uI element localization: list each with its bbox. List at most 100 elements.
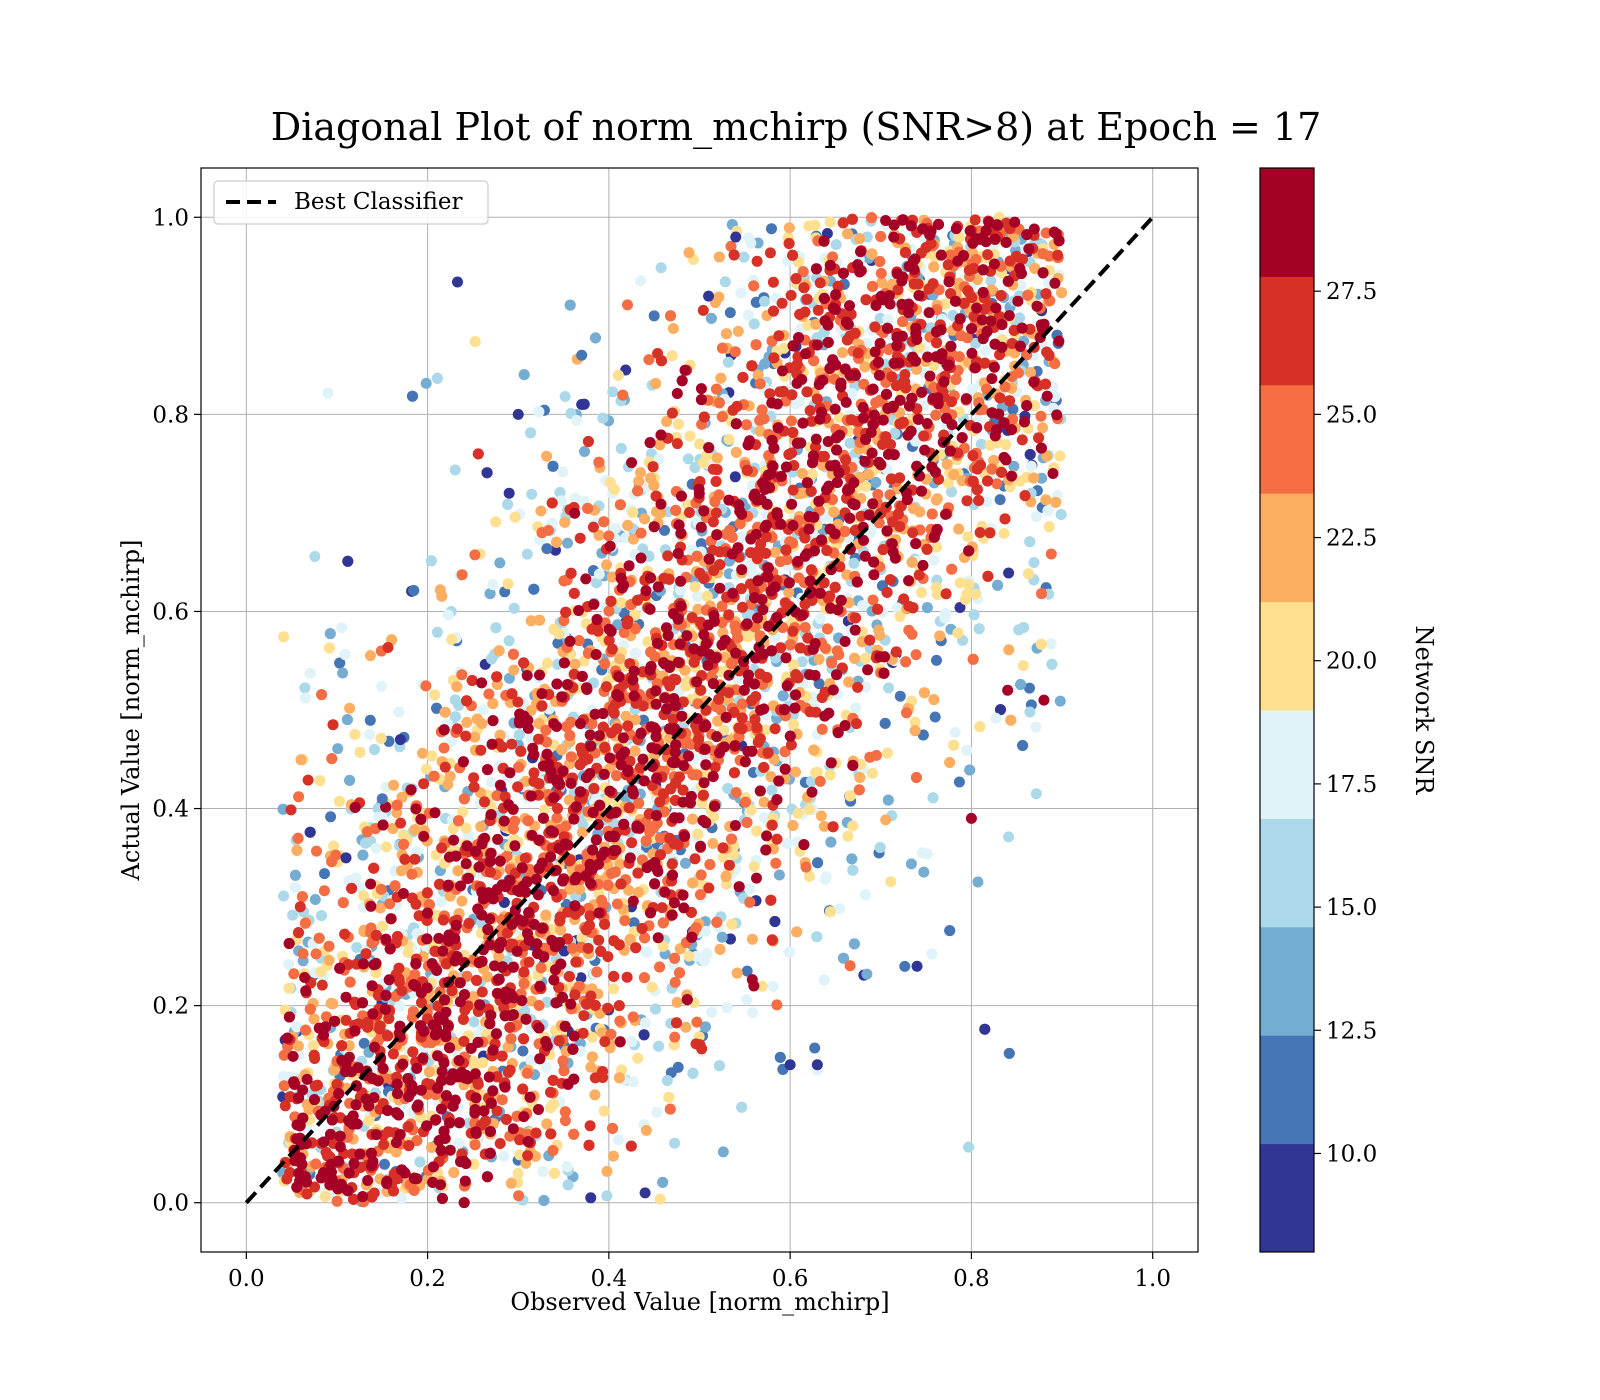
scatter-point [787, 820, 799, 831]
scatter-point [1024, 706, 1036, 718]
scatter-point [786, 415, 797, 427]
scatter-point [336, 622, 348, 634]
scatter-point [953, 523, 965, 535]
scatter-point [278, 631, 290, 643]
scatter-point [819, 873, 831, 885]
scatter-point [453, 815, 464, 827]
scatter-point [931, 493, 943, 505]
scatter-point [505, 1033, 517, 1045]
scatter-point [319, 1191, 331, 1202]
scatter-point [657, 1176, 669, 1188]
scatter-point [882, 747, 893, 759]
scatter-point [528, 583, 540, 595]
scatter-point [683, 950, 695, 962]
scatter-point [818, 974, 830, 986]
scatter-point [741, 994, 753, 1006]
scatter-point [875, 231, 887, 242]
scatter-point [332, 743, 344, 755]
scatter-point [716, 931, 728, 943]
scatter-point [687, 813, 698, 825]
scatter-point [704, 859, 716, 870]
scatter-point [376, 680, 388, 692]
scatter-point [552, 637, 564, 649]
scatter-point [916, 847, 928, 859]
scatter-point [644, 826, 656, 838]
scatter-point [1054, 450, 1066, 462]
scatter-point [322, 387, 334, 399]
scatter-point [653, 1040, 665, 1052]
scatter-point [952, 627, 964, 639]
scatter-point [874, 842, 886, 853]
scatter-point [304, 1003, 316, 1015]
scatter-point [692, 828, 704, 840]
scatter-point [948, 739, 960, 751]
scatter-point [806, 775, 817, 787]
scatter-point [608, 484, 620, 495]
scatter-point [825, 836, 837, 848]
scatter-point [808, 744, 820, 756]
scatter-point [986, 463, 998, 475]
scatter-point [601, 559, 612, 571]
scatter-point [758, 413, 770, 425]
scatter-point [661, 1075, 673, 1086]
scatter-point [714, 943, 726, 955]
scatter-point [815, 810, 827, 822]
scatter-point [972, 876, 984, 888]
scatter-point [364, 728, 376, 740]
scatter-point [701, 590, 713, 602]
scatter-point [994, 494, 1006, 506]
scatter-point [741, 817, 753, 828]
scatter-point [377, 920, 388, 932]
scatter-point [899, 960, 911, 972]
scatter-point [870, 749, 882, 761]
scatter-point [328, 840, 340, 852]
scatter-point [540, 909, 552, 921]
scatter-point [700, 1021, 711, 1033]
scatter-point [344, 774, 356, 786]
scatter-point [591, 966, 603, 978]
scatter-point [574, 1037, 586, 1049]
scatter-point [783, 222, 795, 234]
scatter-point [561, 1161, 573, 1173]
scatter-point [778, 342, 790, 354]
scatter-point [711, 916, 723, 928]
scatter-point [929, 711, 941, 723]
scatter-point [654, 1193, 666, 1205]
scatter-point [490, 516, 502, 528]
scatter-point [551, 536, 562, 548]
scatter-point [626, 1036, 638, 1047]
scatter-point [608, 983, 619, 995]
scatter-point [813, 653, 825, 665]
scatter-point [341, 714, 353, 726]
scatter-point [456, 895, 468, 907]
scatter-point [1024, 449, 1036, 460]
scatter-point [648, 480, 660, 491]
scatter-point [766, 223, 777, 235]
scatter-point [477, 1057, 489, 1069]
scatter-point [1017, 660, 1029, 672]
scatter-point [844, 960, 856, 972]
scatter-point [289, 869, 301, 881]
scatter-point [278, 890, 290, 902]
scatter-point [736, 1101, 748, 1113]
scatter-point [630, 647, 641, 659]
scatter-point [627, 507, 639, 519]
scatter-point [559, 516, 571, 528]
scatter-point [711, 452, 723, 464]
scatter-point [409, 824, 421, 836]
scatter-point [508, 664, 520, 676]
scatter-point [1003, 831, 1015, 843]
scatter-point [628, 917, 640, 929]
scatter-point [847, 820, 859, 832]
scatter-point [483, 688, 495, 700]
scatter-point [1037, 422, 1049, 434]
scatter-point [1046, 658, 1058, 670]
scatter-point [635, 467, 646, 479]
scatter-point [973, 623, 985, 635]
scatter-point [940, 608, 952, 619]
scatter-point [769, 546, 781, 558]
scatter-point [297, 948, 309, 960]
scatter-point [537, 1166, 549, 1177]
scatter-point [949, 726, 961, 738]
scatter-point [477, 704, 489, 716]
